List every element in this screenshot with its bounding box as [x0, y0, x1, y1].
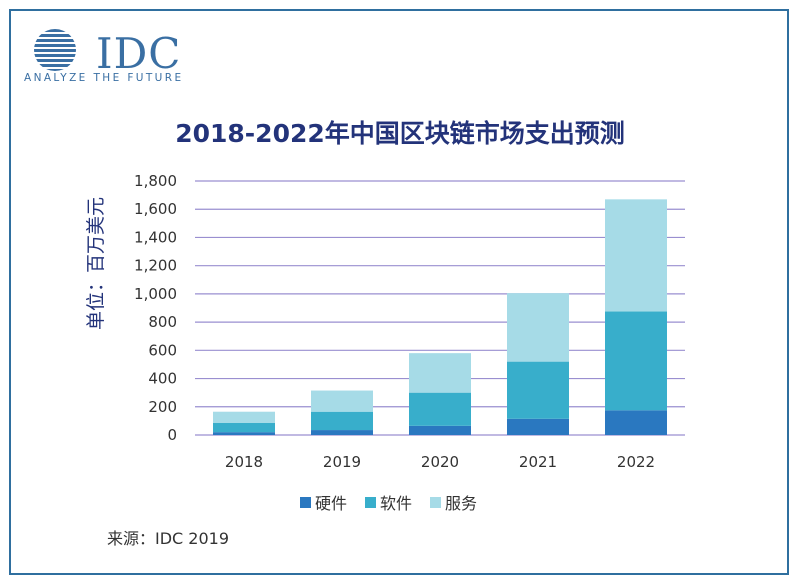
source-note: 来源：IDC 2019 [107, 529, 230, 548]
x-tick-label: 2019 [323, 453, 361, 471]
bar-software-2022 [605, 311, 667, 411]
y-tick-label: 1,200 [134, 257, 177, 275]
bar-hardware-2020 [409, 425, 471, 435]
x-tick-label: 2022 [617, 453, 655, 471]
legend-swatch-services [430, 496, 442, 508]
bar-services-2018 [213, 411, 275, 424]
y-tick-label: 400 [148, 370, 177, 388]
legend: 硬件 软件 服务 [300, 490, 477, 514]
idc-logo: IDC ANALYZE THE FUTURE [24, 28, 194, 88]
legend-swatch-hardware [300, 496, 311, 508]
y-tick-label: 800 [148, 313, 177, 331]
bar-hardware-2019 [311, 430, 373, 435]
striped-globe-icon [34, 29, 76, 71]
y-tick-label: 1,800 [134, 172, 177, 190]
bar-software-2020 [409, 392, 471, 426]
y-tick-label: 0 [167, 426, 177, 444]
bar-software-2018 [213, 423, 275, 433]
legend-item-services: 服务 [430, 490, 477, 514]
y-tick-label: 1,400 [134, 228, 177, 246]
bar-software-2019 [311, 411, 373, 431]
bar-services-2021 [507, 293, 569, 362]
x-tick-label: 2021 [519, 453, 557, 471]
bar-services-2022 [605, 199, 667, 312]
logo-brand-text: IDC [96, 29, 182, 78]
legend-label-hardware: 硬件 [315, 494, 348, 513]
legend-item-software: 软件 [365, 490, 412, 514]
y-tick-label: 1,600 [134, 200, 177, 218]
logo-tagline: ANALYZE THE FUTURE [24, 72, 184, 84]
y-tick-label: 200 [148, 398, 177, 416]
legend-label-software: 软件 [380, 494, 413, 513]
bar-services-2019 [311, 390, 373, 412]
legend-label-services: 服务 [445, 494, 478, 513]
legend-item-hardware: 硬件 [300, 490, 347, 514]
bar-services-2020 [409, 353, 471, 393]
x-tick-label: 2020 [421, 453, 459, 471]
y-tick-label: 600 [148, 341, 177, 359]
y-tick-label: 1,000 [134, 285, 177, 303]
legend-swatch-software [365, 496, 377, 508]
x-tick-label: 2018 [225, 453, 263, 471]
bar-software-2021 [507, 361, 569, 419]
bar-hardware-2018 [213, 432, 275, 435]
chart-title: 2018-2022年中国区块链市场支出预测 [175, 119, 625, 148]
bar-hardware-2022 [605, 410, 667, 435]
bar-hardware-2021 [507, 418, 569, 435]
